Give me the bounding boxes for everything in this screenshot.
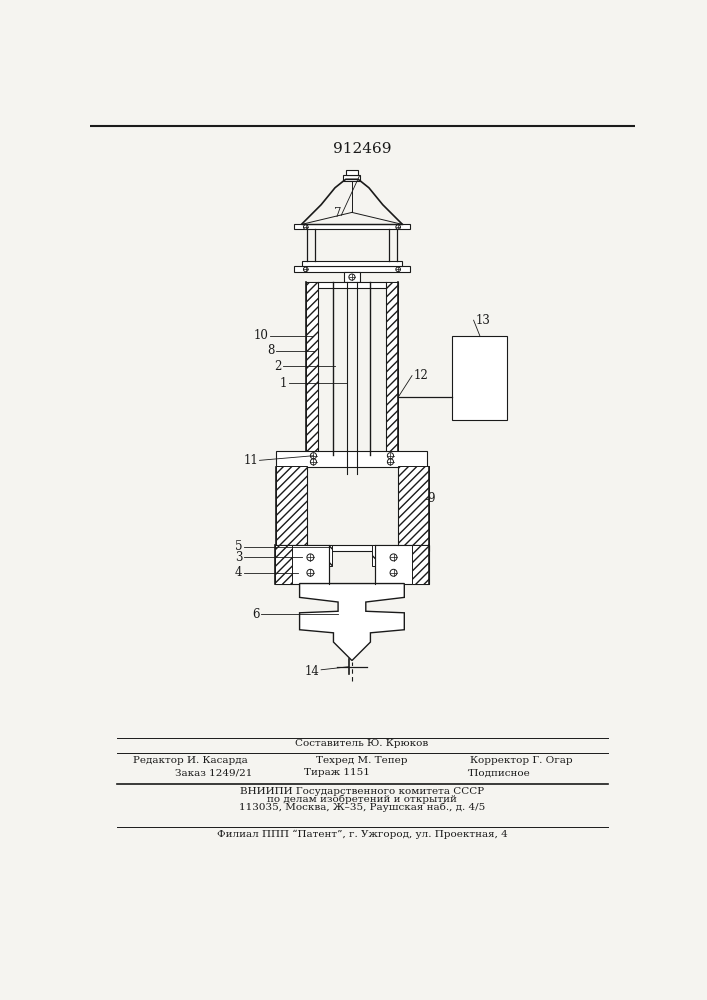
Bar — [375, 545, 429, 584]
Text: Составитель Ю. Крюков: Составитель Ю. Крюков — [296, 739, 428, 748]
Bar — [305, 282, 318, 451]
Circle shape — [310, 453, 317, 459]
Circle shape — [387, 453, 394, 459]
Text: 3: 3 — [235, 551, 243, 564]
Text: 113035, Москва, Ж–35, Раушская наб., д. 4/5: 113035, Москва, Ж–35, Раушская наб., д. … — [239, 802, 485, 812]
Text: Заказ 1249/21: Заказ 1249/21 — [175, 768, 252, 777]
Text: по делам изобретений и открытий: по делам изобретений и открытий — [267, 794, 457, 804]
Text: 8: 8 — [267, 344, 275, 358]
Text: Тираж 1151: Тираж 1151 — [303, 768, 370, 777]
Bar — [276, 545, 429, 551]
Circle shape — [396, 267, 400, 272]
Bar — [452, 336, 508, 420]
Text: 11: 11 — [243, 454, 258, 467]
Text: 14: 14 — [305, 665, 320, 678]
Text: 5: 5 — [235, 540, 243, 553]
Text: 1: 1 — [280, 377, 287, 390]
Circle shape — [303, 267, 308, 272]
Bar — [276, 466, 308, 545]
Text: 2: 2 — [274, 360, 281, 373]
Text: 912469: 912469 — [333, 142, 391, 156]
Text: Техред М. Тепер: Техред М. Тепер — [316, 756, 408, 765]
Bar — [344, 272, 360, 282]
Circle shape — [396, 225, 400, 229]
Circle shape — [307, 554, 314, 561]
Circle shape — [349, 274, 355, 280]
Bar — [398, 466, 429, 545]
Bar — [275, 545, 329, 584]
Circle shape — [303, 225, 308, 229]
Bar — [294, 224, 409, 229]
Text: Корректор Г. Огар: Корректор Г. Огар — [470, 756, 573, 765]
Text: 6: 6 — [252, 608, 259, 621]
Text: 13: 13 — [475, 314, 490, 327]
Bar — [344, 175, 361, 181]
Bar — [294, 266, 409, 272]
Bar — [386, 282, 398, 451]
Bar — [346, 170, 358, 175]
Text: 7: 7 — [334, 207, 341, 220]
Circle shape — [390, 554, 397, 561]
Circle shape — [310, 459, 317, 465]
Bar — [302, 261, 402, 266]
Text: ’Подписное: ’Подписное — [467, 768, 530, 777]
Circle shape — [307, 569, 314, 576]
Circle shape — [387, 459, 394, 465]
Text: 10: 10 — [254, 329, 269, 342]
Text: Редактор И. Касарда: Редактор И. Касарда — [133, 756, 247, 765]
Bar — [276, 451, 428, 466]
Bar — [372, 545, 375, 566]
Text: 9: 9 — [428, 492, 435, 505]
Bar — [305, 282, 398, 288]
Polygon shape — [300, 584, 404, 661]
Text: 4: 4 — [235, 566, 243, 579]
Circle shape — [390, 569, 397, 576]
Text: Филиал ППП “Патент”, г. Ужгород, ул. Проектная, 4: Филиал ППП “Патент”, г. Ужгород, ул. Про… — [216, 830, 508, 839]
Bar — [275, 545, 292, 584]
Bar — [329, 545, 332, 566]
Text: ВНИИПИ Государственного комитета СССР: ВНИИПИ Государственного комитета СССР — [240, 787, 484, 796]
Bar — [412, 545, 429, 584]
Text: 12: 12 — [414, 369, 428, 382]
